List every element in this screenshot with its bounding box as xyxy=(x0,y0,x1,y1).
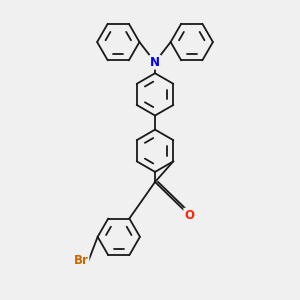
Text: Br: Br xyxy=(74,254,88,267)
Text: O: O xyxy=(184,209,194,222)
Text: N: N xyxy=(150,56,160,69)
